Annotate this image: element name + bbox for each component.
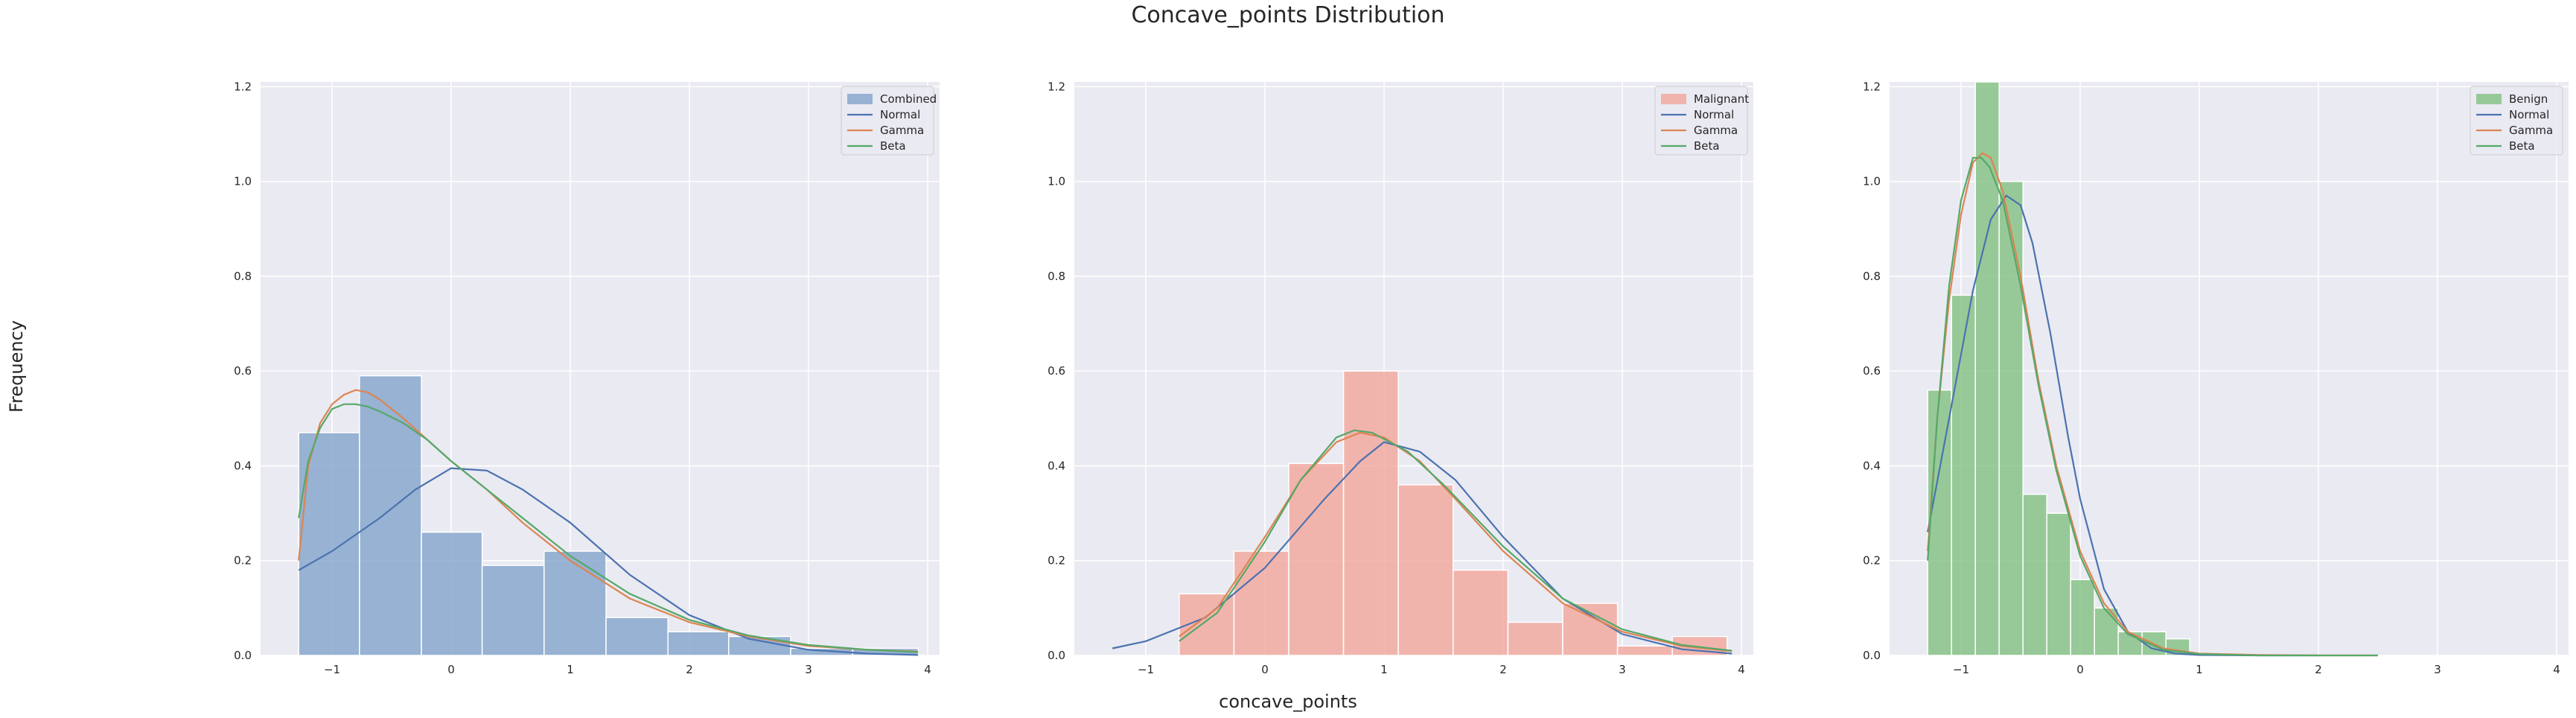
y-tick-label: 0.8 [234, 270, 252, 283]
series-line-normal [1927, 194, 2318, 657]
y-tick-label: 0.0 [234, 649, 252, 662]
series-line-normal [298, 467, 919, 656]
histogram-bar [481, 565, 545, 656]
subplot-combined: 0.0 0.2 0.4 0.6 0.8 1.0 1.2 −1 0 1 2 3 4 Combined Norm… [234, 80, 940, 676]
series-line-beta [1179, 429, 1732, 652]
x-tick-label: 1 [2196, 663, 2203, 676]
legend-entry-normal: Normal [880, 108, 920, 121]
legend-entry-beta: Beta [1694, 139, 1720, 153]
histogram-bar [667, 631, 730, 656]
y-tick-label: 0.4 [1863, 459, 1881, 472]
y-tick-label: 0.0 [1863, 649, 1881, 662]
histogram-bar [359, 375, 422, 656]
legend-swatch [847, 94, 873, 104]
x-tick-label: 3 [1619, 663, 1626, 676]
histogram-bar [1616, 645, 1673, 656]
legend-swatch [1661, 94, 1686, 104]
histogram-bar [421, 531, 483, 656]
x-tick-label: 0 [447, 663, 455, 676]
histogram-bar [2070, 579, 2095, 656]
legend-entry-gamma: Gamma [880, 124, 924, 137]
legend-entry-gamma: Gamma [2509, 124, 2553, 137]
y-tick-label: 1.0 [234, 175, 252, 188]
y-tick-label: 0.4 [1048, 459, 1065, 472]
y-tick-label: 1.0 [1863, 175, 1881, 188]
x-tick-label: 3 [805, 663, 812, 676]
histogram-bar [1507, 621, 1563, 656]
figure-title: Concave_points Distribution [1131, 2, 1444, 28]
histogram-bar [298, 432, 360, 656]
y-tick-label: 0.8 [1863, 270, 1881, 283]
legend-entry-combined: Combined [880, 92, 937, 106]
y-tick-label: 0.8 [1048, 270, 1065, 283]
y-tick-label: 1.2 [234, 80, 252, 93]
x-tick-label: −1 [1138, 663, 1154, 676]
legend-entry-gamma: Gamma [1694, 124, 1738, 137]
x-tick-label: 1 [1380, 663, 1388, 676]
histogram-bar [1233, 550, 1289, 656]
y-tick-label: 0.6 [1048, 364, 1065, 378]
histogram-bar [1562, 603, 1619, 656]
series-line-beta [298, 403, 919, 653]
x-tick-label: 4 [924, 663, 931, 676]
x-tick-label: 0 [1261, 663, 1269, 676]
y-tick-label: 0.6 [234, 364, 252, 378]
series-line-beta [1927, 156, 2378, 657]
legend-entry-beta: Beta [2509, 139, 2535, 153]
histogram-bar [2046, 512, 2071, 656]
x-tick-label: 2 [686, 663, 693, 676]
legend: Malignant Normal Gamma Beta [1654, 86, 1749, 156]
legend-entry-malignant: Malignant [1694, 92, 1749, 106]
histogram-bar [1397, 484, 1454, 656]
y-tick-label: 0.0 [1048, 649, 1065, 662]
histogram-bar [543, 550, 607, 656]
legend-entry-beta: Beta [880, 139, 906, 153]
x-tick-label: 0 [2076, 663, 2084, 676]
histogram-bar [1974, 81, 2000, 656]
x-axis-label: concave_points [1219, 691, 1357, 712]
histogram-bar [728, 635, 791, 656]
x-tick-label: 2 [2315, 663, 2322, 676]
subplot-benign: 0.0 0.2 0.4 0.6 0.8 1.0 1.2 −1 0 1 2 3 4 Benign Normal… [1863, 80, 2569, 676]
y-tick-label: 0.2 [1048, 554, 1065, 568]
y-tick-label: 0.4 [234, 459, 252, 472]
legend-entry-benign: Benign [2509, 92, 2548, 106]
y-tick-label: 0.2 [1863, 554, 1881, 568]
legend-entry-normal: Normal [1694, 108, 1734, 121]
legend-entry-normal: Normal [2509, 108, 2549, 121]
histogram-bar [1951, 294, 1976, 656]
x-tick-label: 4 [1738, 663, 1745, 676]
x-tick-label: −1 [1953, 663, 1969, 676]
subplot-malignant: 0.0 0.2 0.4 0.6 0.8 1.0 1.2 −1 0 1 2 3 4 Malignant Nor… [1048, 80, 1753, 676]
x-tick-label: 1 [567, 663, 574, 676]
x-tick-label: 4 [2553, 663, 2560, 676]
histogram-bar [1288, 463, 1345, 656]
x-tick-label: −1 [324, 663, 340, 676]
x-tick-label: 3 [2434, 663, 2441, 676]
y-tick-label: 0.2 [234, 554, 252, 568]
legend-swatch [2476, 94, 2502, 104]
y-tick-label: 1.0 [1048, 175, 1065, 188]
histogram-bar [1453, 569, 1509, 656]
histogram-bar [605, 617, 669, 656]
histogram-bar [2022, 493, 2047, 656]
y-tick-label: 0.6 [1863, 364, 1881, 378]
histogram-bar [1927, 389, 1952, 656]
x-tick-label: 2 [1499, 663, 1507, 676]
legend: Benign Normal Gamma Beta [2470, 86, 2563, 156]
y-tick-label: 1.2 [1863, 80, 1881, 93]
legend: Combined Normal Gamma Beta [841, 86, 937, 156]
y-axis-label: Frequency [6, 320, 27, 413]
y-tick-label: 1.2 [1048, 80, 1065, 93]
histogram-bar [1998, 180, 2024, 656]
histogram-bar [1342, 370, 1399, 656]
